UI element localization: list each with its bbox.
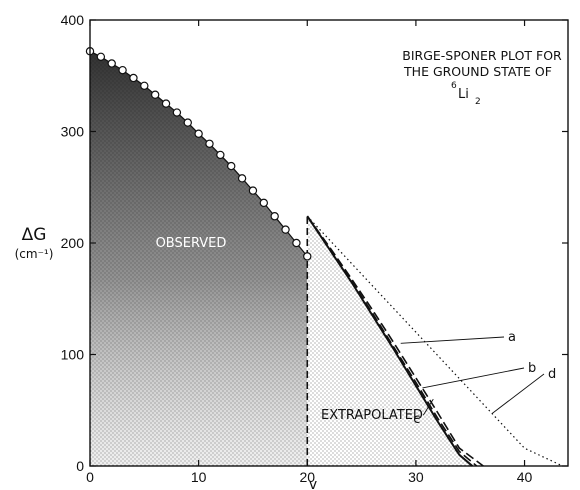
molecule-symbol: Li [458, 87, 469, 102]
chart-title-line-2: THE GROUND STATE OF [403, 64, 552, 79]
observed-point [205, 139, 214, 148]
x-tick-label: 30 [408, 469, 424, 485]
curve-c-label: c [413, 412, 420, 427]
observed-point [237, 174, 247, 183]
observed-points-group [85, 47, 312, 261]
curve-d-label: d [548, 367, 556, 382]
observed-point [107, 59, 116, 68]
molecule-mass-number: 6 [451, 81, 457, 91]
y-axis-label: ΔG [22, 225, 47, 245]
y-tick-label: 300 [61, 124, 85, 140]
x-axis-label: v [309, 477, 317, 490]
curve-a [306, 215, 474, 467]
x-tick-label: 0 [86, 469, 94, 485]
y-axis-unit: (cm⁻¹) [15, 247, 54, 261]
shaded-regions [90, 51, 473, 466]
y-tick-label: 400 [61, 12, 85, 28]
curve-a-label: a [508, 330, 516, 345]
observed-point [281, 225, 290, 234]
curve-d [306, 215, 563, 467]
observed-region-shading [90, 51, 308, 466]
observed-label: OBSERVED [156, 236, 227, 251]
observed-point [227, 161, 236, 171]
observed-point [259, 198, 269, 208]
x-tick-label: 10 [191, 469, 207, 485]
observed-point [183, 118, 192, 127]
observed-point [172, 108, 182, 117]
chart-title-line-1: BIRGE-SPONER PLOT FOR [402, 48, 562, 63]
curve-a-leader [400, 336, 505, 344]
observed-point [118, 65, 127, 75]
observed-point [303, 252, 312, 261]
curve-b [306, 215, 478, 467]
curve-c-leader [422, 398, 434, 416]
observed-point [96, 52, 106, 61]
curve-d-leader [491, 373, 545, 414]
observed-point [150, 90, 160, 99]
molecule-subscript: 2 [475, 97, 481, 107]
y-tick-label: 0 [76, 458, 84, 474]
y-tick-label: 200 [61, 235, 85, 251]
observed-point [194, 129, 203, 138]
curve-b-label: b [528, 361, 536, 376]
x-tick-label: 20 [299, 469, 315, 485]
x-tick-label: 40 [517, 469, 533, 485]
extrapolated-label: EXTRAPOLATED [321, 408, 423, 423]
curve-b-leader [422, 367, 525, 389]
observed-point [129, 73, 138, 83]
observed-point [270, 212, 279, 221]
observed-point [292, 238, 301, 248]
observed-point [216, 150, 225, 160]
curve-c [306, 215, 484, 467]
observed-point [248, 186, 258, 195]
y-tick-label: 100 [61, 347, 85, 363]
observed-point [161, 99, 171, 108]
observed-point [140, 81, 149, 90]
axes-group: 0 100 200 300 400 0 10 20 30 40 [61, 12, 569, 485]
